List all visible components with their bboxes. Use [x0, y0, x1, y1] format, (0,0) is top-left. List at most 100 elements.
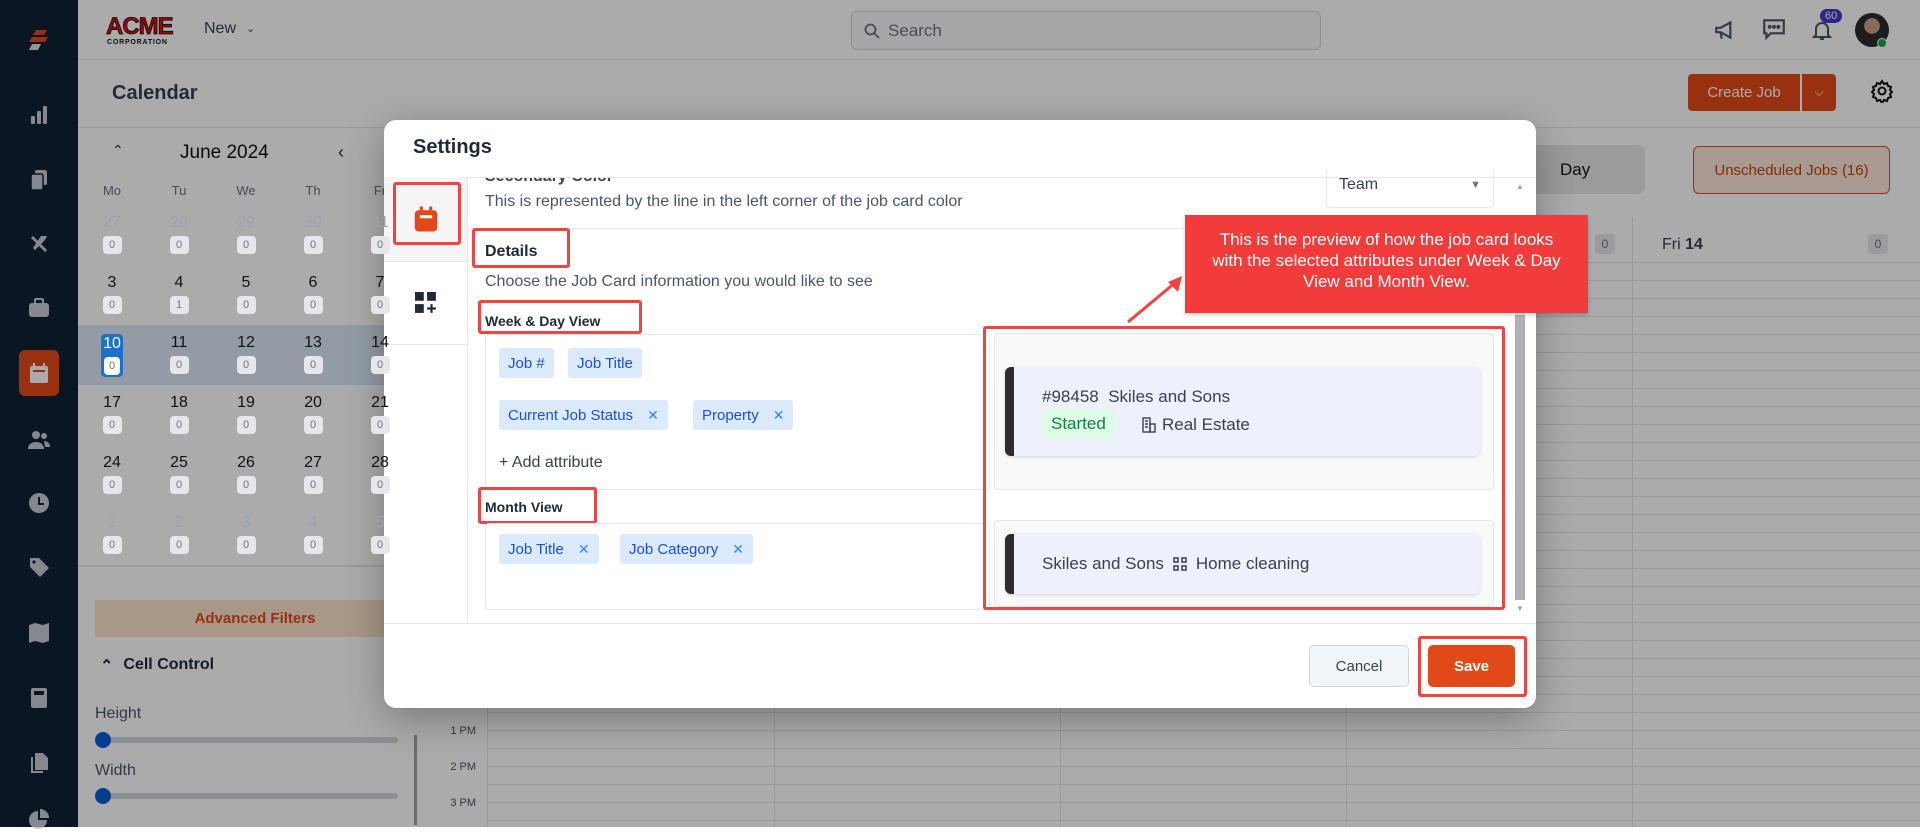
tag-icon[interactable]	[19, 547, 59, 587]
advanced-filters-button[interactable]: Advanced Filters	[95, 600, 415, 637]
attribute-chip-property: Property ✕	[693, 400, 794, 430]
grid-row-line	[487, 802, 1920, 803]
day-number: 31	[371, 214, 389, 231]
search-input[interactable]: Search	[851, 11, 1321, 50]
job-count-badge: 0	[104, 357, 120, 375]
day-count-badge: 0	[1595, 234, 1615, 254]
mini-calendar-day[interactable]: 14 0	[360, 334, 400, 374]
month-view-label: Month View	[485, 499, 563, 515]
week-day-attributes-box[interactable]	[485, 334, 990, 490]
mini-calendar-day[interactable]: 21 0	[360, 394, 400, 434]
jobs-clipboard-icon[interactable]	[19, 160, 59, 200]
chat-icon[interactable]	[1760, 16, 1788, 47]
new-menu-button[interactable]: New ⌄	[204, 20, 255, 38]
pie-chart-icon[interactable]	[19, 800, 59, 840]
briefcase-icon[interactable]	[19, 288, 59, 328]
remove-chip-icon[interactable]: ✕	[732, 540, 744, 557]
attribute-chip-job-category: Job Category ✕	[620, 534, 753, 564]
settings-gear-icon[interactable]	[1870, 79, 1894, 108]
day-number: 29	[237, 214, 255, 231]
add-attribute-button[interactable]: + Add attribute	[499, 454, 603, 471]
mini-calendar-day[interactable]: 12 0	[226, 334, 266, 374]
cell-control-toggle[interactable]: ⌃ Cell Control	[100, 656, 214, 676]
job-count-badge: 0	[370, 416, 390, 434]
clock-icon[interactable]	[19, 483, 59, 523]
scroll-down-arrow-icon[interactable]: ▼	[1516, 604, 1524, 613]
prev-month-chevron-icon[interactable]: ‹	[338, 142, 344, 162]
reports-icon[interactable]	[19, 95, 59, 135]
notifications-bell-icon[interactable]	[1810, 18, 1834, 47]
create-job-dropdown-button[interactable]: ⌵	[1802, 74, 1836, 111]
mini-calendar-day[interactable]: 30 0	[293, 214, 333, 254]
mini-calendar-day[interactable]: 20 0	[293, 394, 333, 434]
mini-calendar-day[interactable]: 26 0	[226, 454, 266, 494]
day-number: 18	[170, 394, 188, 411]
remove-chip-icon[interactable]: ✕	[772, 406, 785, 423]
mini-calendar-day[interactable]: 17 0	[92, 394, 132, 434]
mini-calendar-day[interactable]: 11 0	[159, 334, 199, 374]
divider	[467, 177, 468, 623]
mini-calendar-day[interactable]: 25 0	[159, 454, 199, 494]
remove-chip-icon[interactable]: ✕	[647, 406, 659, 423]
mini-calendar-day[interactable]: 19 0	[226, 394, 266, 434]
mini-calendar-day[interactable]: 27 0	[293, 454, 333, 494]
job-count-badge: 0	[102, 296, 122, 314]
mini-calendar-day[interactable]: 28 0	[360, 454, 400, 494]
scroll-up-arrow-icon[interactable]: ▲	[1516, 182, 1524, 191]
month-attributes-box[interactable]	[485, 523, 990, 610]
secondary-color-select[interactable]: Team ▼	[1326, 170, 1494, 208]
job-count-badge: 0	[236, 536, 256, 554]
width-slider[interactable]	[103, 793, 398, 799]
create-job-button[interactable]: Create Job	[1688, 74, 1800, 111]
preview-job-line: #98458 Skiles and Sons	[1042, 387, 1230, 407]
sidebar-scrollbar[interactable]	[414, 735, 417, 825]
content-scrollbar-thumb[interactable]	[1515, 315, 1525, 600]
unscheduled-jobs-button[interactable]: Unscheduled Jobs (16)	[1693, 146, 1890, 194]
chip-label: Property	[702, 406, 759, 424]
cancel-button[interactable]: Cancel	[1309, 645, 1409, 687]
sidebar	[0, 0, 78, 829]
map-icon[interactable]	[19, 613, 59, 653]
mini-calendar-day[interactable]: 13 0	[293, 334, 333, 374]
page-title: Calendar	[112, 82, 198, 104]
team-icon[interactable]	[19, 420, 59, 460]
acme-logo[interactable]: ACME CORPORATION	[104, 12, 184, 46]
mini-calendar-day[interactable]: 29 0	[226, 214, 266, 254]
tab-widgets[interactable]	[384, 262, 467, 345]
collapse-calendar-chevron-icon[interactable]: ⌃	[112, 142, 124, 158]
calculator-icon[interactable]	[19, 678, 59, 718]
preview-month-category: Home cleaning	[1195, 554, 1310, 573]
preview-month-title: Skiles and Sons	[1042, 554, 1164, 573]
documents-icon[interactable]	[19, 743, 59, 783]
megaphone-icon[interactable]	[1713, 17, 1739, 48]
mini-calendar-day[interactable]: 28 0	[159, 214, 199, 254]
width-slider-handle[interactable]	[95, 788, 111, 804]
tools-icon[interactable]	[19, 224, 59, 264]
calendar-nav-icon[interactable]	[19, 350, 59, 396]
mini-calendar-day[interactable]: 10 0	[101, 334, 123, 377]
mini-calendar-day[interactable]: 31 0	[360, 214, 400, 254]
mini-calendar-day[interactable]: 27 0	[92, 214, 132, 254]
day-number: 3	[241, 514, 251, 531]
job-count-badge: 0	[370, 476, 390, 494]
height-slider[interactable]	[103, 737, 398, 743]
save-button[interactable]: Save	[1428, 645, 1515, 687]
mini-calendar-day[interactable]: 24 0	[92, 454, 132, 494]
height-label: Height	[95, 705, 142, 722]
remove-chip-icon[interactable]: ✕	[577, 540, 590, 557]
mini-calendar-day[interactable]: 18 0	[159, 394, 199, 434]
day-view-button[interactable]: Day	[1560, 160, 1591, 179]
height-slider-handle[interactable]	[95, 732, 111, 748]
brand-logo-icon[interactable]	[19, 20, 59, 60]
tab-job-card-settings[interactable]	[384, 177, 467, 262]
